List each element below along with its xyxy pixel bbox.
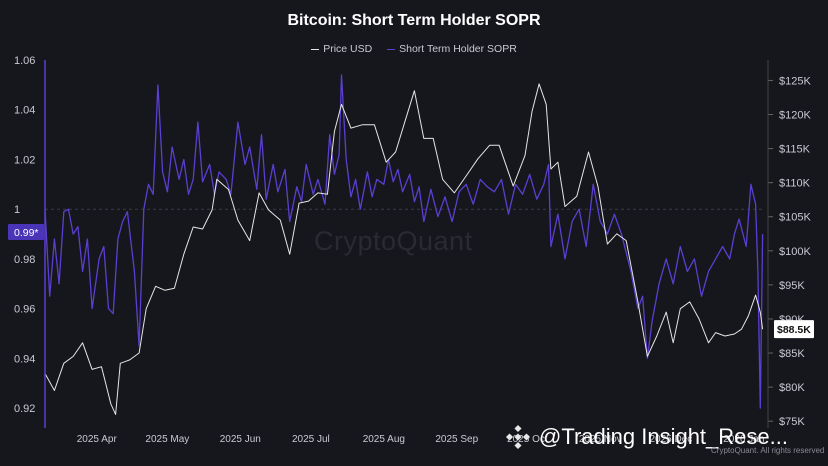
y-left-tick-label: 1.04 bbox=[14, 105, 35, 117]
chart-legend: Price USD Short Term Holder SOPR bbox=[0, 41, 828, 55]
x-tick-label: 2025 May bbox=[145, 434, 189, 445]
x-tick-label: 2026 Jan bbox=[723, 434, 764, 445]
axes-group: 0.92 0.94 0.96 0.98 1 1.02 1.04 1.06 $75K $80K $85… bbox=[14, 55, 811, 445]
cryptoquant-watermark: CryptoQuant bbox=[314, 226, 473, 256]
y-right-tick-label: $105K bbox=[779, 212, 811, 224]
series-line-price bbox=[44, 83, 764, 415]
legend-swatch-sopr bbox=[387, 48, 396, 50]
copyright-watermark: CryptoQuant. All rights reserved bbox=[711, 446, 825, 455]
series-line-sopr bbox=[44, 74, 764, 409]
y-left-tick-label: 1.02 bbox=[14, 154, 35, 166]
social-handle-text: @Trading Insight_Rese... bbox=[539, 424, 788, 449]
y-right-tick-label: $75K bbox=[779, 416, 805, 428]
sopr-current-label: 0.99* bbox=[14, 227, 39, 239]
y-right-tick-label: $95K bbox=[779, 280, 805, 292]
x-tick-label: 2025 Apr bbox=[77, 434, 118, 445]
x-tick-label: 2025 Sep bbox=[435, 434, 478, 445]
y-right-tick-label: $80K bbox=[779, 382, 805, 394]
y-left-tick-label: 0.92 bbox=[14, 403, 35, 415]
price-current-label: $88.5K bbox=[777, 324, 811, 336]
y-left-tick-label: 1.06 bbox=[14, 55, 35, 67]
y-left-tick-label: 1 bbox=[14, 204, 20, 216]
y-right-tick-label: $110K bbox=[779, 178, 811, 190]
x-tick-label: 2025 Aug bbox=[363, 434, 405, 445]
sopr-current-badge bbox=[8, 224, 44, 241]
x-tick-label: 2025 Jun bbox=[220, 434, 261, 445]
legend-item-price[interactable]: Price USD bbox=[311, 43, 372, 55]
x-tick-label: 2025 Jul bbox=[292, 434, 330, 445]
price-current-badge bbox=[774, 320, 814, 339]
x-tick-label: 2025 Nov bbox=[579, 434, 622, 445]
legend-label-sopr: Short Term Holder SOPR bbox=[399, 43, 517, 56]
legend-swatch-price bbox=[311, 48, 320, 50]
legend-item-sopr[interactable]: Short Term Holder SOPR bbox=[387, 43, 517, 55]
legend-label-price: Price USD bbox=[323, 43, 373, 56]
chart-title: Bitcoin: Short Term Holder SOPR bbox=[287, 12, 541, 29]
y-right-tick-label: $125K bbox=[779, 75, 811, 87]
y-left-tick-label: 0.98 bbox=[14, 254, 35, 266]
value-badges-group: 0.99* $88.5K bbox=[8, 224, 814, 339]
series-group bbox=[44, 74, 764, 415]
x-tick-label: 2025 Dec bbox=[649, 434, 692, 445]
y-left-tick-label: 0.96 bbox=[14, 304, 35, 316]
binance-logo-icon bbox=[505, 424, 531, 450]
y-left-tick-label: 0.94 bbox=[14, 353, 35, 365]
y-right-tick-label: $100K bbox=[779, 246, 811, 258]
y-right-tick-label: $120K bbox=[779, 110, 811, 122]
y-right-tick-label: $85K bbox=[779, 348, 805, 360]
y-right-tick-label: $115K bbox=[779, 144, 811, 156]
social-handle-watermark: @Trading Insight_Rese... bbox=[505, 424, 788, 450]
